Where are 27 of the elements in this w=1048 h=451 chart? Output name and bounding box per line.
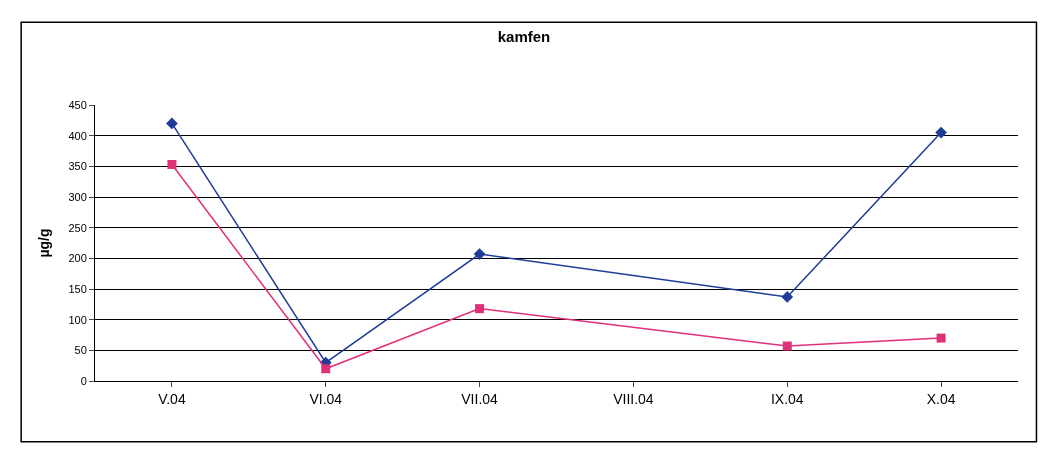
point	[782, 341, 792, 351]
point	[935, 126, 947, 139]
y-tick-label: 100	[68, 313, 87, 326]
y-tick-label: 200	[68, 252, 87, 265]
y-tick-label: 300	[68, 190, 87, 203]
chart-title: kamfen	[497, 28, 551, 46]
y-tick-label: 0	[80, 374, 87, 387]
point	[473, 248, 486, 260]
point	[781, 291, 794, 303]
point	[321, 364, 331, 374]
y-tick-label: 150	[68, 282, 87, 295]
x-tick-label: IX.04	[770, 390, 804, 407]
y-tick-label: 50	[74, 344, 87, 357]
point	[936, 333, 946, 343]
point	[166, 117, 178, 130]
x-tick-label: V.04	[158, 390, 186, 407]
y-tick-label: 250	[68, 221, 87, 234]
x-tick-label: X.04	[926, 390, 956, 407]
point	[475, 304, 485, 314]
x-tick-label: VIII.04	[613, 390, 654, 407]
y-tick-label: 450	[68, 98, 87, 111]
x-tick-label: VII.04	[461, 390, 499, 407]
y-tick-label: 350	[68, 160, 87, 173]
point	[167, 159, 177, 169]
x-tick-label: VI.04	[309, 390, 343, 407]
y-axis-title: µg/g	[36, 228, 53, 258]
y-tick-label: 400	[68, 129, 87, 142]
